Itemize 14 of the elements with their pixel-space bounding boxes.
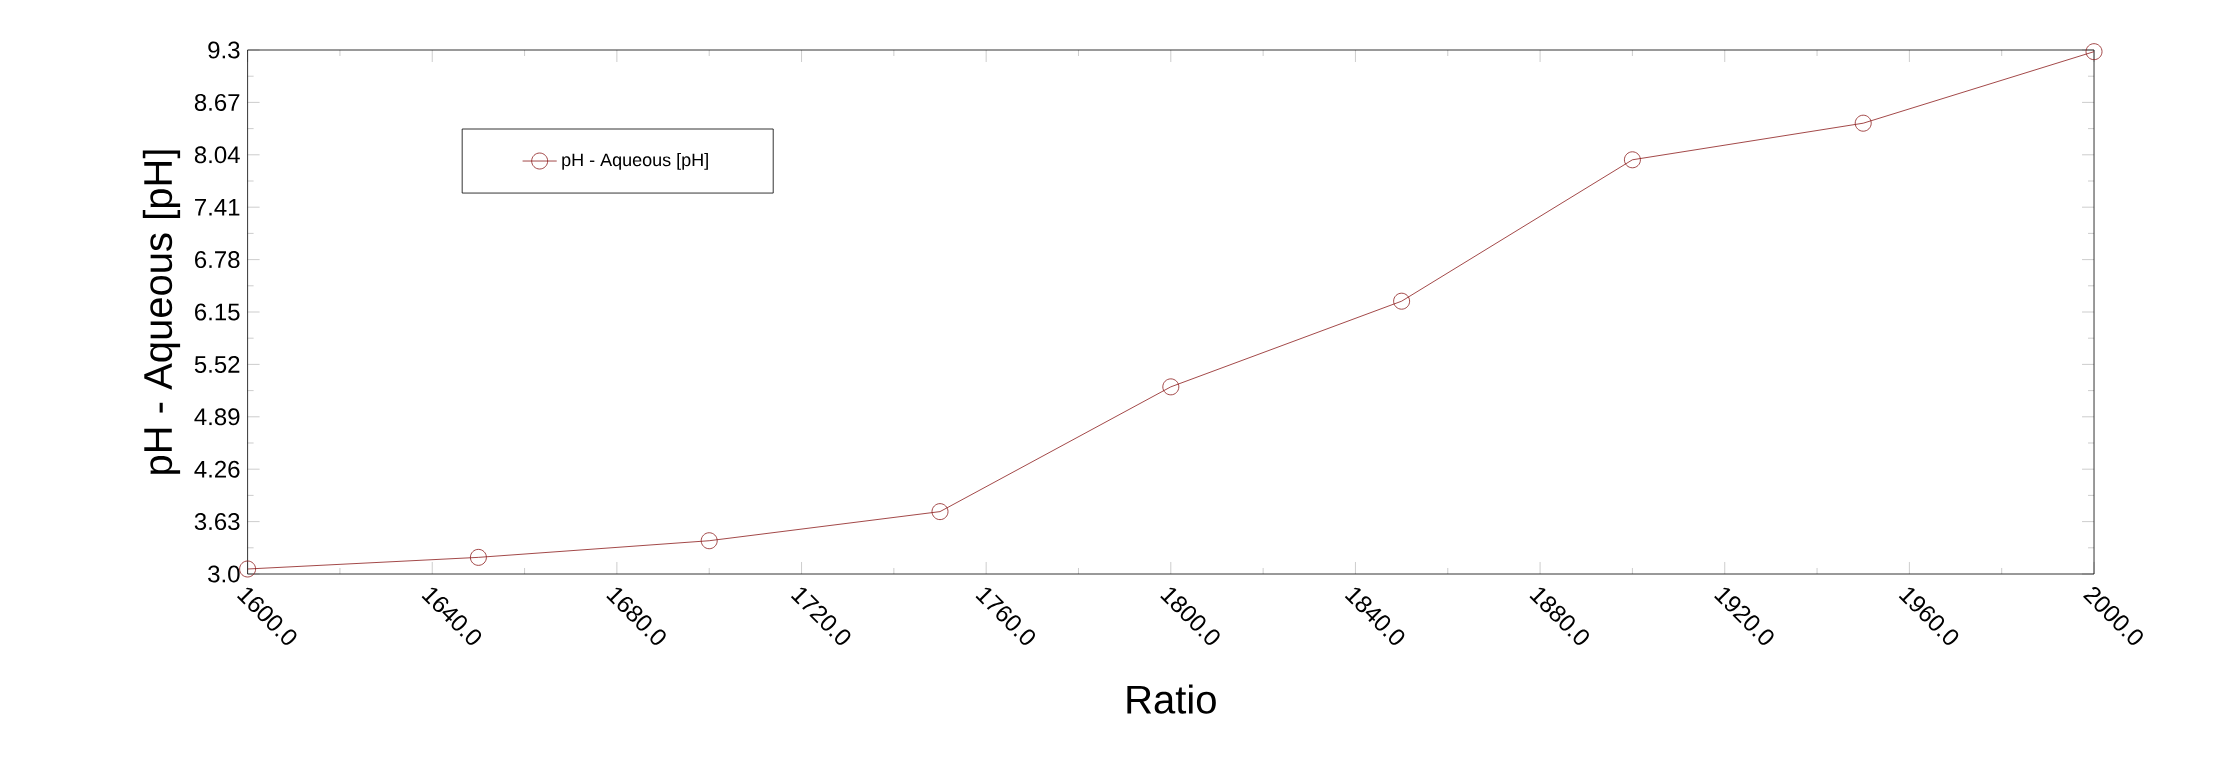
- legend-label: pH - Aqueous [pH]: [562, 153, 708, 170]
- y-tick-label: 4.26: [194, 460, 240, 478]
- y-tick-label: 9.3: [208, 41, 240, 59]
- y-tick-label: 8.67: [194, 93, 240, 111]
- y-tick-label: 6.15: [195, 303, 240, 321]
- y-tick-label: 3.63: [194, 513, 240, 531]
- y-tick-label: 5.52: [194, 355, 240, 373]
- y-axis-title: pH - Aqueous [pH]: [142, 150, 181, 474]
- y-tick-label: 3.0: [208, 565, 240, 583]
- y-tick-label: 7.41: [195, 198, 240, 216]
- y-tick-label: 4.89: [194, 408, 240, 426]
- y-tick-label: 6.78: [195, 251, 240, 269]
- y-tick-label: 8.04: [194, 146, 240, 164]
- x-axis-title: Ratio: [1127, 684, 1216, 714]
